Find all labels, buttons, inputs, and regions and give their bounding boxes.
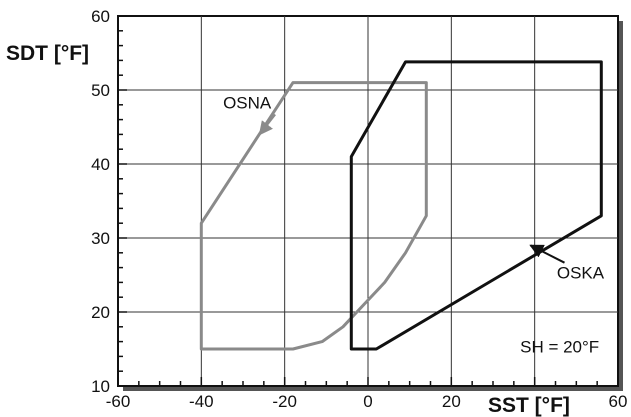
- series-osna-outline: [199, 81, 428, 351]
- x-axis-title-bg: [484, 391, 594, 417]
- annotation-sh-20-f: SH = 20°F: [520, 338, 599, 357]
- x-tick-label-0: -60: [106, 392, 131, 411]
- series-oska-outline: [349, 60, 603, 351]
- x-tick-label-1: -40: [189, 392, 214, 411]
- annotation-osna-arrow: [258, 113, 276, 136]
- x-tick-label-6: 60: [609, 392, 628, 411]
- y-tick-label-1: 20: [91, 303, 110, 322]
- x-tick-label-2: -20: [272, 392, 297, 411]
- annotations-layer: OSNA OSKA SH = 20°F: [223, 94, 605, 357]
- annotation-oska-arrow: [529, 244, 565, 264]
- x-axis-title: SST [°F]: [488, 394, 570, 417]
- y-tick-label-0: 10: [91, 377, 110, 396]
- y-tick-label-3: 40: [91, 155, 110, 174]
- y-tick-label-2: 30: [91, 229, 110, 248]
- annotation-osna: OSNA: [223, 94, 272, 113]
- y-tick-label-5: 60: [91, 7, 110, 26]
- x-tick-label-4: 20: [442, 392, 461, 411]
- series-layer: [199, 60, 603, 351]
- y-axis-title: SDT [°F]: [6, 42, 89, 65]
- annotation-oska: OSKA: [557, 264, 605, 283]
- y-tick-labels: 10 20 30 40 50 60: [91, 7, 110, 396]
- minor-ticks: [117, 15, 619, 387]
- y-tick-label-4: 50: [91, 81, 110, 100]
- x-tick-label-3: 0: [363, 392, 372, 411]
- x-tick-labels: -60 -40 -20 0 20 60: [106, 392, 628, 411]
